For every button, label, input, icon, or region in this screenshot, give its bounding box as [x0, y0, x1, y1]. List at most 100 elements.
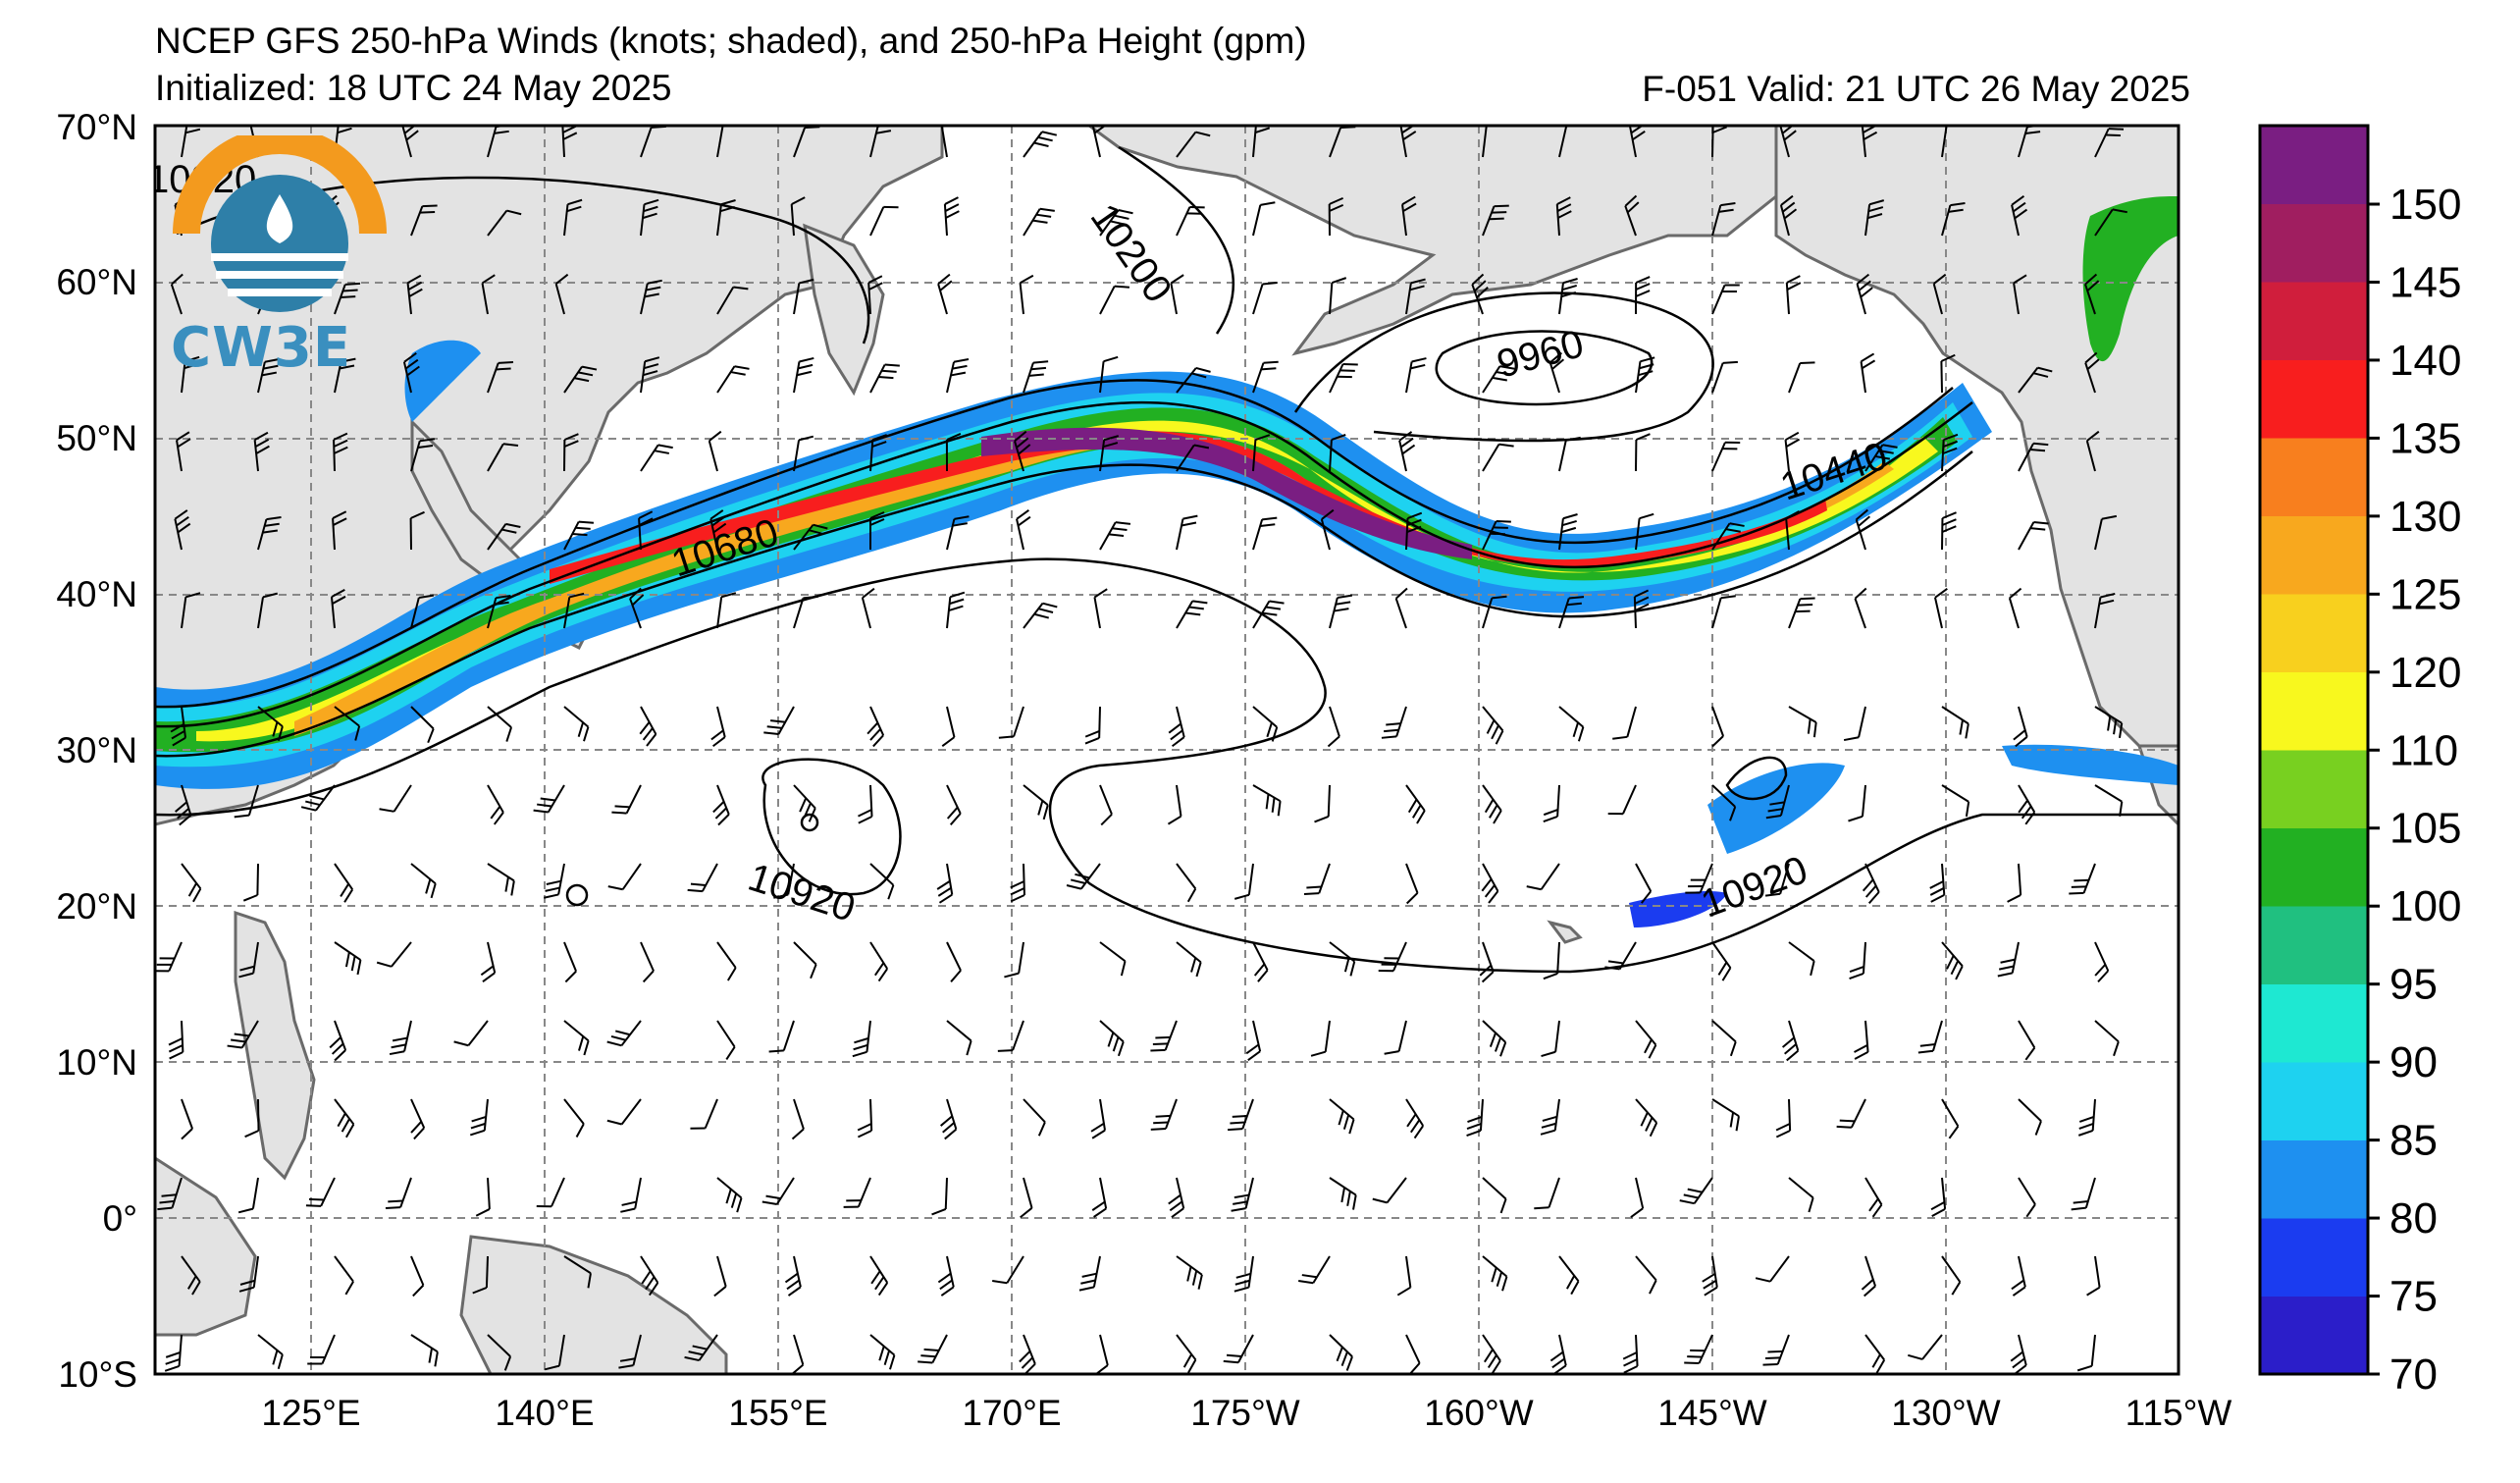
wind-barb [1785, 275, 1802, 315]
wind-barb [1320, 508, 1335, 551]
wind-barb [487, 706, 513, 742]
wind-barb [1558, 596, 1585, 629]
wind-barb [1543, 784, 1560, 823]
wind-barb [1711, 522, 1745, 551]
wind-barb [620, 1177, 642, 1213]
wind-barb [1711, 201, 1736, 237]
wind-barb [937, 1255, 955, 1297]
wind-barb [1711, 360, 1738, 394]
wind-barb [487, 863, 515, 896]
lat-tick-label: 30°N [56, 730, 137, 770]
wind-barb [332, 510, 347, 551]
wind-barb [1941, 202, 1966, 237]
colorbar-label: 85 [2389, 1117, 2438, 1165]
wind-barb [1788, 941, 1815, 977]
wind-barb [1066, 863, 1101, 890]
wind-barb [544, 1334, 565, 1371]
wind-barb [1604, 941, 1637, 971]
wind-barb [2013, 274, 2027, 315]
wind-barb [401, 126, 419, 158]
wind-barb [1329, 1098, 1355, 1135]
wind-barb [1004, 941, 1024, 979]
wind-barb [1622, 1334, 1639, 1374]
wind-barb [1372, 1177, 1407, 1204]
wind-barb [1482, 520, 1511, 551]
wind-barb [1482, 365, 1515, 394]
wind-barb [1856, 273, 1873, 315]
wind-barb [1023, 784, 1049, 821]
wind-barb [1558, 278, 1578, 315]
wind-barb [640, 941, 655, 983]
wind-barb [712, 784, 730, 826]
wind-barb [307, 1334, 336, 1365]
wind-barb [1848, 784, 1866, 822]
wind-barb [1020, 1177, 1033, 1219]
wind-barb [1861, 1255, 1877, 1298]
wind-barb [334, 357, 356, 394]
wind-barb [2094, 208, 2127, 237]
wind-barb [869, 511, 885, 551]
wind-barb [640, 356, 660, 394]
wind-barb [1941, 941, 1964, 980]
lon-tick-label: 145°W [1657, 1393, 1767, 1433]
wind-barb [1099, 355, 1119, 394]
wind-barb [487, 522, 521, 551]
wind-barb [410, 1098, 426, 1140]
wind-barb [1917, 1020, 1943, 1054]
wind-barb [946, 591, 966, 629]
wind-barb [1234, 863, 1254, 900]
wind-barb [793, 941, 817, 980]
lat-tick-label: 40°N [56, 574, 137, 614]
wind-barb [992, 1255, 1024, 1285]
wind-barb [410, 1334, 439, 1367]
wind-barb [1779, 194, 1798, 237]
wind-barb [181, 126, 202, 158]
wind-barb [1702, 1255, 1718, 1297]
wind-barb [1471, 273, 1489, 315]
wind-barb [1555, 196, 1572, 237]
wind-barb [1558, 436, 1581, 472]
wind-barb [175, 784, 192, 826]
wind-barb [1176, 366, 1211, 394]
wind-barb [480, 941, 497, 982]
wind-barb [867, 275, 883, 315]
wind-barb [2086, 1255, 2101, 1297]
wind-barb [2011, 195, 2028, 237]
wind-barb [1084, 706, 1101, 745]
wind-barb [1635, 1020, 1657, 1059]
wind-barb [554, 273, 569, 315]
wind-barb [1941, 784, 1970, 818]
colorbar-label: 100 [2389, 882, 2461, 930]
wind-barb [946, 358, 970, 394]
wind-barb [2094, 706, 2124, 739]
wind-barb [1934, 588, 1948, 629]
wind-barb [334, 1255, 354, 1296]
wind-barb [943, 196, 960, 237]
colorbar-label: 75 [2389, 1273, 2438, 1321]
wind-barb [563, 1098, 585, 1138]
wind-barb [1941, 126, 1962, 158]
wind-barb [936, 863, 954, 904]
wind-barb [997, 1020, 1024, 1052]
wind-barb [2069, 863, 2096, 895]
wind-barb [1329, 1334, 1353, 1371]
colorbar-label: 150 [2389, 181, 2461, 229]
colorbar-label: 80 [2389, 1194, 2438, 1243]
wind-barb [1405, 1098, 1425, 1139]
wind-barb [1378, 941, 1407, 973]
wind-barb [1099, 521, 1131, 551]
wind-barb [1176, 514, 1198, 551]
wind-barb [1711, 284, 1740, 315]
wind-barb [946, 515, 970, 551]
wind-barb [945, 433, 962, 472]
wind-barb [1941, 1098, 1960, 1139]
wind-barb [1941, 511, 1957, 551]
wind-barb [257, 592, 279, 629]
wind-barb [607, 863, 642, 891]
wind-barb [563, 941, 578, 983]
wind-barb [1310, 1020, 1331, 1057]
wind-barb [2084, 273, 2100, 315]
wind-barb [1099, 435, 1120, 472]
wind-barb [227, 1020, 259, 1049]
colorbar-segment [2260, 515, 2368, 595]
